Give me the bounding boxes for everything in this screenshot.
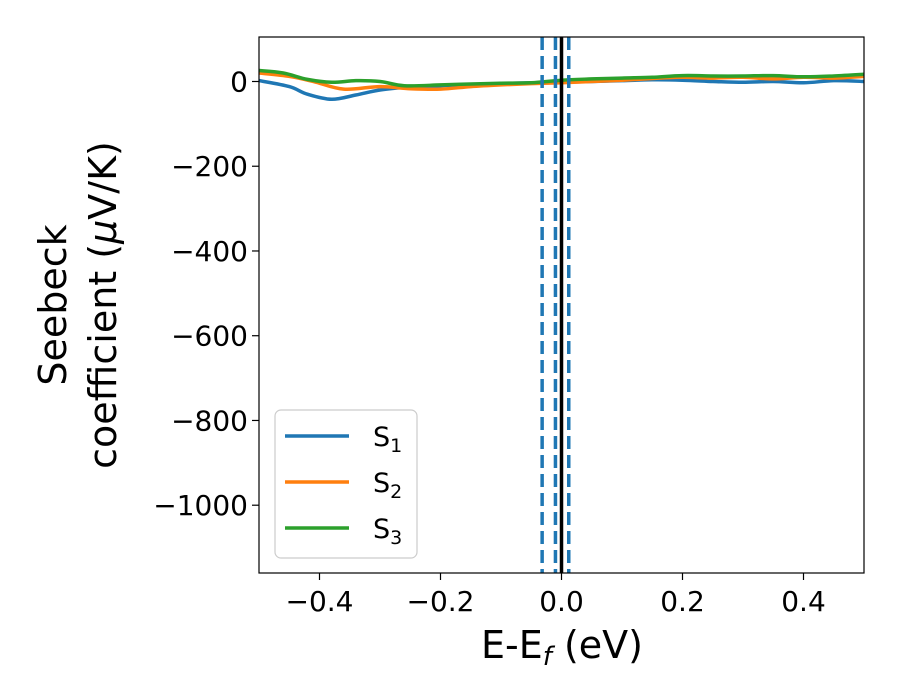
x-tick-label: −0.4 (286, 585, 354, 618)
legend-label-s3: S3 (373, 514, 402, 549)
legend-box (274, 409, 418, 559)
series-line-s3 (259, 68, 864, 88)
legend-entries: S1 S2 S3 (285, 422, 402, 549)
legend-label-s2: S2 (373, 468, 402, 503)
x-axis-title: E-Ef (eV) (481, 623, 643, 672)
y-axis-ticks: 0 −200 −400 −600 −800 −1000 (153, 65, 259, 522)
y-tick-label: 0 (230, 65, 248, 98)
y-tick-label: −800 (171, 404, 248, 437)
y-tick-label: −200 (171, 150, 248, 183)
x-tick-label: −0.2 (407, 585, 475, 618)
y-axis-title-line1: Seebeck (31, 224, 75, 385)
x-tick-label: 0.0 (539, 585, 584, 618)
legend: S1 S2 S3 (274, 409, 418, 559)
y-tick-label: −600 (171, 320, 248, 353)
legend-label-s1: S1 (373, 422, 402, 457)
vline-layer (540, 37, 571, 573)
y-tick-label: −1000 (153, 489, 248, 522)
x-tick-label: 0.4 (781, 585, 826, 618)
y-axis-title-line2: coefficient (μV/K) (81, 141, 125, 469)
x-tick-label: 0.2 (660, 585, 705, 618)
x-axis-ticks: −0.4 −0.2 0.0 0.2 0.4 (286, 573, 826, 618)
y-axis-title: Seebeck coefficient (μV/K) (31, 141, 125, 469)
y-tick-label: −400 (171, 235, 248, 268)
